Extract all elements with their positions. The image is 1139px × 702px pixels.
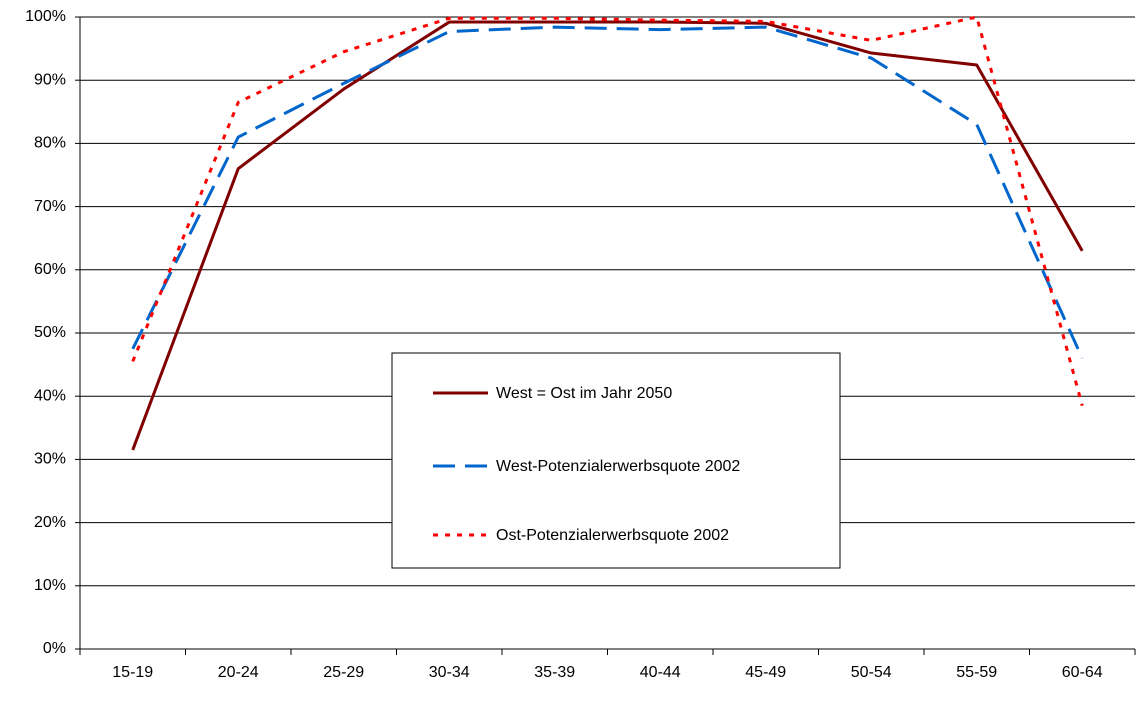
y-tick-label: 50%: [34, 324, 66, 341]
y-tick-label: 20%: [34, 514, 66, 531]
y-tick-label: 10%: [34, 577, 66, 594]
x-tick-label: 25-29: [323, 664, 364, 681]
y-tick-label: 100%: [25, 8, 66, 25]
x-tick-label: 50-54: [851, 664, 892, 681]
legend-box: [391, 352, 841, 569]
series-line: [131, 20, 1084, 451]
x-tick-label: 35-39: [534, 664, 575, 681]
y-tick-label: 80%: [34, 135, 66, 152]
y-tick-label: 40%: [34, 387, 66, 404]
y-tick-label: 60%: [34, 261, 66, 278]
legend-label: West-Potenzialerwerbsquote 2002: [496, 458, 740, 475]
x-tick-label: 20-24: [218, 664, 259, 681]
series-line: [131, 25, 1084, 359]
series-line: [131, 15, 1084, 407]
x-tick-label: 60-64: [1062, 664, 1103, 681]
x-tick-label: 45-49: [745, 664, 786, 681]
x-tick-label: 15-19: [112, 664, 153, 681]
y-tick-label: 0%: [43, 640, 66, 657]
y-tick-label: 90%: [34, 71, 66, 88]
x-tick-label: 30-34: [429, 664, 470, 681]
legend-label: West = Ost im Jahr 2050: [496, 385, 672, 402]
y-tick-label: 30%: [34, 451, 66, 468]
y-tick-label: 70%: [34, 198, 66, 215]
legend-label: Ost-Potenzialerwerbsquote 2002: [496, 527, 729, 544]
x-tick-label: 40-44: [640, 664, 681, 681]
x-tick-label: 55-59: [956, 664, 997, 681]
